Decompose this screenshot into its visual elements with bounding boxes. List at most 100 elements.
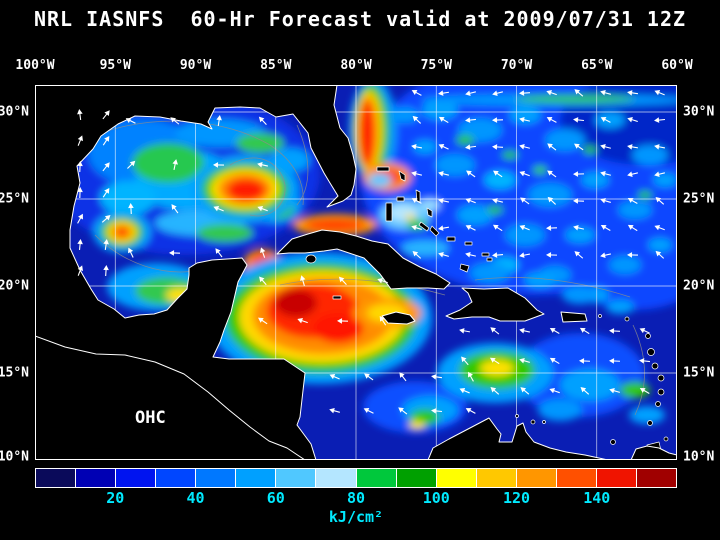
vector-arrow [128,247,134,258]
island [398,170,406,182]
bathy-contour [84,120,304,206]
island [645,333,651,339]
vector-arrow [329,374,340,380]
colorbar-segment [276,469,317,487]
vector-arrow [639,387,650,395]
vector-arrow [492,90,503,96]
vector-arrow [492,198,503,204]
vector-arrow [609,388,620,394]
island [459,263,470,273]
colorbar-segment [436,469,477,487]
island [530,419,536,425]
colorbar-tick-label: 80 [346,489,366,507]
vector-arrow [600,90,611,96]
longitude-axis: 100°W 95°W 90°W 85°W 80°W 75°W 70°W 65°W 60°W [15,58,692,74]
vector-arrow [431,408,443,414]
lon-tick-label: 95°W [99,58,131,73]
vector-arrow [549,357,560,365]
lesser-antilles-islands [515,314,669,457]
page-title: NRL IASNFS 60-Hr Forecast valid at 2009/… [33,7,687,31]
colorbar [35,468,677,488]
vector-arrow [411,198,422,204]
colorbar-segment [316,469,357,487]
vector-arrow [600,252,612,258]
island [396,196,405,202]
lat-tick-label: 25°N [683,191,715,207]
vector-arrow [399,372,407,382]
vector-arrow [438,171,449,177]
vector-arrow [297,318,308,324]
vector-arrow [547,196,557,205]
lon-tick-label: 65°W [581,58,613,73]
colorbar-tick-label: 140 [583,489,611,507]
vector-arrow [213,162,225,168]
bathy-contour [229,157,286,217]
land-jamaica [381,311,416,325]
vector-arrow [102,110,110,120]
vector-arrow [77,135,83,146]
vector-arrow [171,204,179,214]
vector-arrow [459,388,470,394]
vector-arrow [103,265,109,277]
bathy-contour [279,278,446,296]
island [515,414,519,418]
land-hispaniola [445,287,545,322]
vector-arrow [77,213,83,224]
vector-arrow [492,224,503,232]
vector-arrow [490,327,500,335]
field-label: OHC [135,408,166,428]
lat-tick-label: 20°N [0,278,29,294]
lon-tick-label: 85°W [260,58,292,73]
vector-arrow [519,358,530,364]
vector-arrow [580,387,590,395]
vector-arrow [363,408,374,414]
vector-arrow [519,252,531,258]
vector-arrow [519,171,530,177]
vector-arrow [490,387,500,395]
vector-arrow [465,90,476,96]
island [481,252,490,257]
lat-tick-label: 20°N [683,278,715,294]
vector-arrow [438,90,450,96]
latitude-axis-right: 30°N 25°N 20°N 15°N 10°N [681,85,720,465]
vector-arrow [169,250,181,256]
vector-arrow [655,250,665,259]
vector-arrow [259,276,267,286]
colorbar-segment [76,469,117,487]
vector-arrow [600,198,611,204]
vector-arrow [574,143,584,151]
vector-arrow [438,252,449,258]
colorbar-segment [556,469,597,487]
vector-arrow [520,197,530,205]
vector-arrow [77,161,83,173]
vector-arrow [600,224,611,231]
vector-arrow [627,198,638,204]
bathy-contour [632,324,645,416]
lon-tick-label: 70°W [500,58,533,73]
vector-arrow [489,357,500,365]
colorbar-segment [596,469,637,487]
island [426,207,433,218]
vector-arrow [520,387,530,395]
vector-arrow [573,225,584,231]
lon-tick-label: 100°W [15,58,55,73]
vector-arrow [213,206,224,212]
vector-arrow [170,117,180,125]
lon-tick-label: 80°W [340,58,372,73]
vector-arrow [216,115,222,127]
vector-arrow [127,160,136,169]
colorbar-segment [116,469,157,487]
vector-arrow [600,117,611,123]
ohc-map: OHC [35,85,677,460]
colorbar-tick-label: 100 [422,489,450,507]
vector-arrow [549,388,560,394]
vector-arrow [364,373,374,381]
vector-arrow [627,144,639,150]
colorbar-segment [476,469,517,487]
island [657,388,665,396]
vector-arrow [103,239,109,251]
vector-arrow [438,144,449,150]
vector-arrow [465,252,476,258]
vector-arrow [465,408,476,414]
island [657,374,665,382]
